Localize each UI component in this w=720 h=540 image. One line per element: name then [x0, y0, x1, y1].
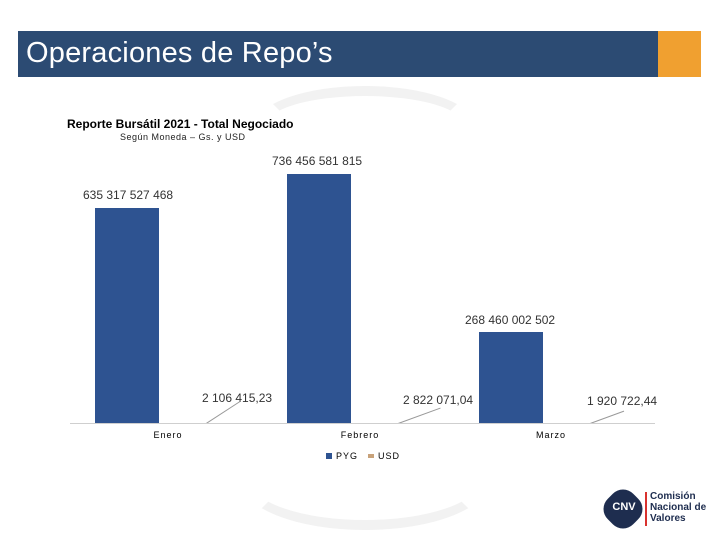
cnv-logo: CNV Comisión Nacional de Valores: [597, 483, 715, 535]
x-tick-marzo: Marzo: [535, 430, 567, 440]
value-label-usd-marzo: 1 920 722,44: [587, 394, 658, 408]
watermark-arc-bottom: [240, 430, 490, 530]
cnv-logo-divider: [645, 492, 647, 526]
slide-header: Operaciones de Repo’s: [18, 31, 658, 77]
value-label-pyg-marzo: 268 460 002 502: [465, 313, 556, 327]
value-label-usd-enero: 2 106 415,23: [202, 391, 273, 405]
bar-pyg-febrero: [287, 174, 351, 423]
cnv-logo-line-1: Comisión: [650, 491, 696, 502]
cnv-logo-line-2: Nacional de: [650, 502, 707, 513]
chart-legend: PYG USD: [326, 451, 400, 461]
bar-pyg-marzo: [479, 332, 543, 423]
cnv-logo-text: Comisión Nacional de Valores: [650, 491, 706, 524]
legend-swatch-usd: [368, 454, 375, 458]
value-label-pyg-enero: 635 317 527 468: [83, 188, 174, 202]
cnv-logo-line-3: Valores: [650, 513, 686, 524]
x-tick-febrero: Febrero: [340, 430, 380, 440]
chart-title: Reporte Bursátil 2021 - Total Negociado: [67, 117, 294, 131]
legend-swatch-pyg: [326, 453, 332, 459]
slide-title: Operaciones de Repo’s: [26, 37, 333, 69]
header-accent-block: [658, 31, 701, 77]
leader-line-marzo: [590, 410, 625, 424]
cnv-logo-badge-text: CNV: [612, 501, 636, 513]
value-label-pyg-febrero: 736 456 581 815: [272, 154, 363, 168]
legend-label-usd: USD: [378, 451, 401, 461]
x-axis-line: [70, 423, 655, 424]
leader-line-febrero: [398, 407, 441, 424]
watermark-arc-top: [255, 86, 475, 166]
chart-subtitle: Según Moneda – Gs. y USD: [120, 132, 246, 142]
legend-label-pyg: PYG: [336, 451, 359, 461]
x-tick-enero: Enero: [153, 430, 183, 440]
bar-pyg-enero: [95, 208, 159, 423]
value-label-usd-febrero: 2 822 071,04: [403, 393, 474, 407]
